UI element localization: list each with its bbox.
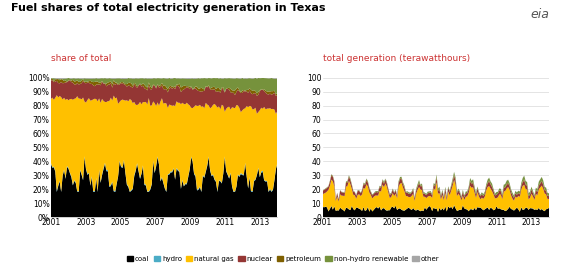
Text: total generation (terawatthours): total generation (terawatthours) <box>323 54 470 63</box>
Text: Fuel shares of total electricity generation in Texas: Fuel shares of total electricity generat… <box>11 3 326 13</box>
Legend: coal, hydro, natural gas, nuclear, petroleum, non-hydro renewable, other: coal, hydro, natural gas, nuclear, petro… <box>124 253 442 265</box>
Text: share of total: share of total <box>51 54 112 63</box>
Text: eia: eia <box>530 8 549 21</box>
